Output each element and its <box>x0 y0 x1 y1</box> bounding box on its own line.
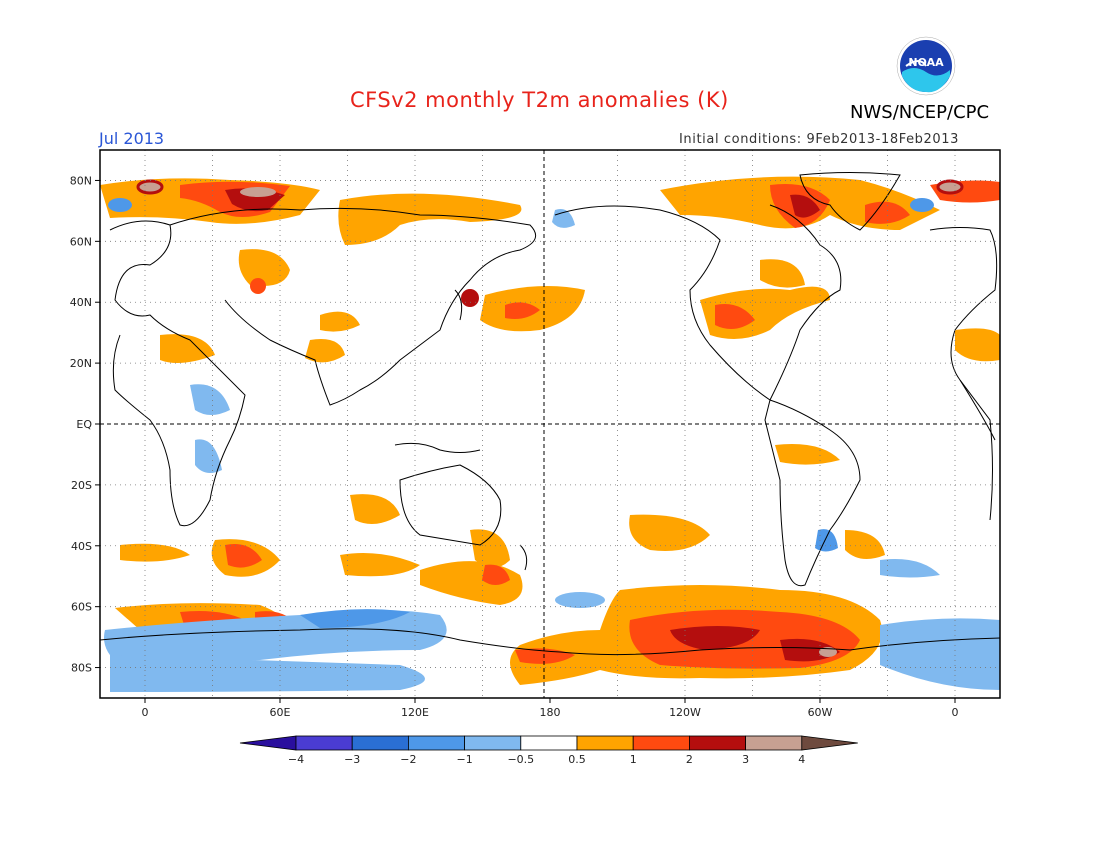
cold-anomaly-antarctic-coast <box>110 655 425 692</box>
very-hot-anomaly-japan <box>461 289 479 307</box>
coastline-new-zealand <box>519 544 528 571</box>
lat-tick-label: 40N <box>70 296 92 309</box>
very-hot-anomaly-greenland <box>790 194 820 218</box>
coastlines <box>100 172 1000 656</box>
noaa-logo: NOAA <box>896 36 956 96</box>
colorbar-segment <box>351 735 409 751</box>
coastline-africa-europe <box>109 220 246 527</box>
lat-tick-label: 80S <box>71 662 92 675</box>
coastline-north-america <box>554 204 842 401</box>
extreme-anomaly-siberia <box>240 187 276 197</box>
hot-anomaly-south-africa-sea <box>225 544 262 568</box>
warm-anomaly-india <box>305 339 345 363</box>
warm-anomaly-tasman <box>470 529 510 568</box>
coastline-antarctica <box>100 628 1000 656</box>
lon-tick-label: 60E <box>270 706 291 719</box>
warm-anomaly-south-pacific <box>629 514 710 551</box>
extreme-anomaly-arctic-east <box>936 179 964 195</box>
axis-ticks: 80N 60N 40N 20N EQ 20S 40S 60S 80S 0 60E 120E 180 120… <box>70 174 959 719</box>
colorbar-segment <box>520 735 578 751</box>
anomaly-shading <box>100 176 1000 692</box>
cold-anomaly-africa-horn <box>190 384 230 415</box>
coastline-africa-wrap <box>959 379 996 441</box>
warm-anomaly-china <box>320 311 360 332</box>
warm-anomaly-south-pacific-east <box>845 530 885 559</box>
cold-anomaly-central-africa <box>195 439 222 474</box>
colorbar-right-triangle <box>801 735 858 751</box>
warm-anomaly-arctic-pacific <box>338 193 522 245</box>
hot-anomaly-north-pacific <box>505 302 540 319</box>
gridlines <box>100 150 1000 698</box>
warm-anomaly-arabia <box>160 334 215 364</box>
chart-title: CFSv2 monthly T2m anomalies (K) <box>350 88 729 112</box>
colorbar-label: 1 <box>630 753 637 766</box>
cold-anomaly-arctic-atlantic <box>108 198 132 212</box>
colorbar-label: −1 <box>456 753 472 766</box>
colorbar-label: −4 <box>288 753 304 766</box>
colorbar-segment <box>295 735 353 751</box>
coastline-greenland <box>799 172 901 231</box>
cold-anomaly-antarctic-indian-strong <box>300 609 410 628</box>
lat-tick-label: 60N <box>70 235 92 248</box>
colorbar: −4 −3 −2 −1 −0.5 0.5 1 2 3 4 <box>239 735 858 766</box>
warm-anomaly-east-asia <box>238 249 290 286</box>
colorbar-label: −0.5 <box>507 753 534 766</box>
colorbar-segment <box>745 735 803 751</box>
hot-anomaly-tasman <box>482 564 510 585</box>
cold-anomaly-south-america-tip <box>815 529 838 552</box>
coastline-japan <box>454 289 463 321</box>
lon-tick-label: 120E <box>401 706 429 719</box>
hot-anomaly-caspian <box>250 278 266 294</box>
lon-tick-label: 120W <box>669 706 701 719</box>
lon-tick-label: 60W <box>808 706 833 719</box>
warm-anomaly-south-america <box>775 444 840 465</box>
warm-anomaly-canada <box>760 259 805 288</box>
warm-anomaly-south-atlantic <box>120 543 190 562</box>
lat-tick-label: 40S <box>71 540 92 553</box>
initial-conditions-label: Initial conditions: 9Feb2013-18Feb2013 <box>679 132 960 147</box>
colorbar-segment <box>576 735 634 751</box>
very-hot-anomaly-antarctic-pacific <box>670 626 760 650</box>
hot-anomaly-north-america <box>715 304 755 329</box>
extreme-anomaly-antarctic-peninsula <box>819 647 837 657</box>
warm-anomaly-australia-south <box>420 561 523 605</box>
warm-anomaly-south-indian-ocean <box>350 494 400 524</box>
colorbar-label: 2 <box>686 753 693 766</box>
colorbar-segment <box>407 735 465 751</box>
lat-tick-label: 20N <box>70 357 92 370</box>
lon-tick-label: 0 <box>142 706 149 719</box>
warm-anomaly-europe-wrap <box>955 328 1000 362</box>
agency-label: NWS/NCEP/CPC <box>850 102 990 123</box>
colorbar-label: 0.5 <box>568 753 586 766</box>
cold-anomaly-antarctic-east-wrap <box>880 618 1000 690</box>
lat-tick-label: EQ <box>76 418 92 431</box>
hot-anomaly-arctic-east <box>865 201 910 224</box>
cold-anomaly-south-pacific <box>555 592 605 608</box>
cold-anomaly-south-atlantic-east <box>880 559 940 578</box>
lat-tick-label: 60S <box>71 601 92 614</box>
lat-tick-label: 80N <box>70 174 92 187</box>
cold-anomaly-arctic-atlantic-wrap <box>910 198 934 212</box>
colorbar-label: 4 <box>798 753 805 766</box>
month-label: Jul 2013 <box>99 129 165 148</box>
extreme-anomaly-arctic-west <box>136 179 164 195</box>
warm-anomaly-southeast-indian-ocean <box>340 552 420 577</box>
colorbar-segment <box>632 735 690 751</box>
colorbar-segment <box>464 735 522 751</box>
coastline-indonesia <box>394 442 481 453</box>
coastline-south-america <box>764 399 861 587</box>
coastline-australia <box>399 464 502 546</box>
cold-anomaly-pacific-dateline <box>552 209 575 228</box>
colorbar-label: −2 <box>400 753 416 766</box>
colorbar-segment <box>689 735 747 751</box>
noaa-logo-text: NOAA <box>908 56 944 69</box>
lon-tick-label: 0 <box>952 706 959 719</box>
colorbar-label: −3 <box>344 753 360 766</box>
coastline-europe-wrap <box>929 227 998 521</box>
lon-tick-label: 180 <box>540 706 561 719</box>
lat-tick-label: 20S <box>71 479 92 492</box>
colorbar-label: 3 <box>742 753 749 766</box>
colorbar-left-triangle <box>239 735 297 751</box>
